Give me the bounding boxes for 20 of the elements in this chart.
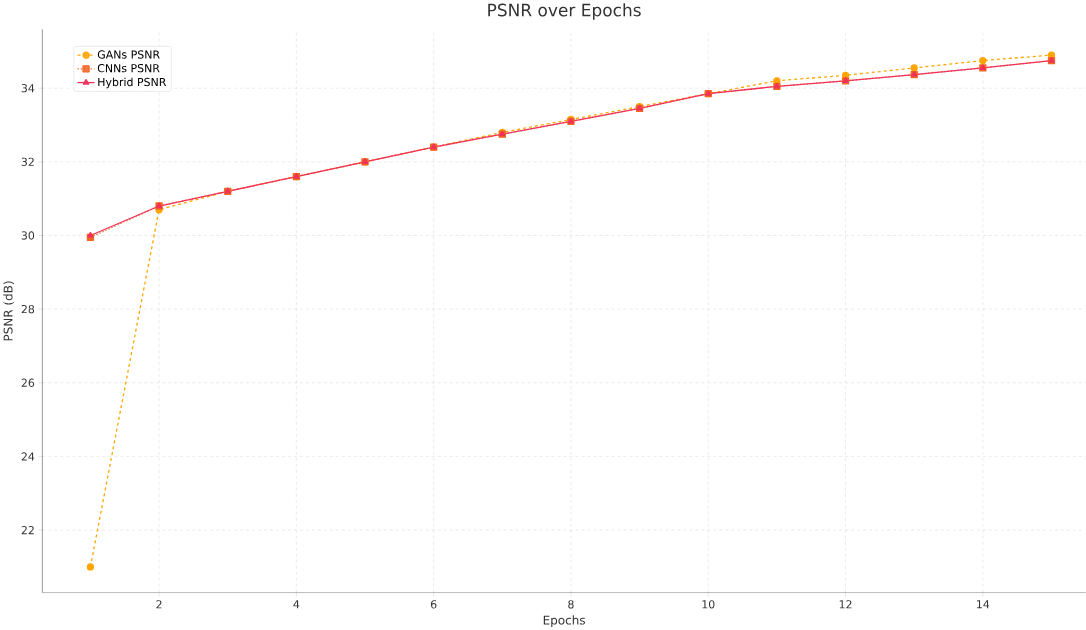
- y-tick-label: 24: [21, 452, 35, 461]
- x-tick-label: 2: [156, 600, 162, 609]
- x-tick-label: 14: [977, 600, 990, 609]
- y-tick-label: 34: [21, 83, 35, 93]
- x-tick-label: 4: [293, 600, 300, 609]
- x-tick-label: 8: [568, 600, 574, 609]
- y-tick-label: 22: [21, 525, 34, 535]
- x-tick-label: 12: [839, 600, 852, 609]
- x-axis-title: Epochs: [543, 615, 585, 627]
- chart-title: PSNR over Epochs: [488, 3, 641, 20]
- y-axis-title: PSNR (dB): [3, 281, 15, 341]
- y-tick-label: 30: [21, 231, 35, 240]
- x-tick-label: 10: [702, 600, 715, 609]
- legend-label: CNNs PSNR: [97, 63, 160, 73]
- y-tick-label: 28: [21, 304, 35, 314]
- y-tick-label: 26: [21, 378, 35, 387]
- legend-label: GANs PSNR: [97, 50, 160, 59]
- x-tick-label: 6: [430, 600, 437, 609]
- legend-label: Hybrid PSNR: [98, 77, 167, 89]
- y-tick-label: 32: [21, 157, 34, 166]
